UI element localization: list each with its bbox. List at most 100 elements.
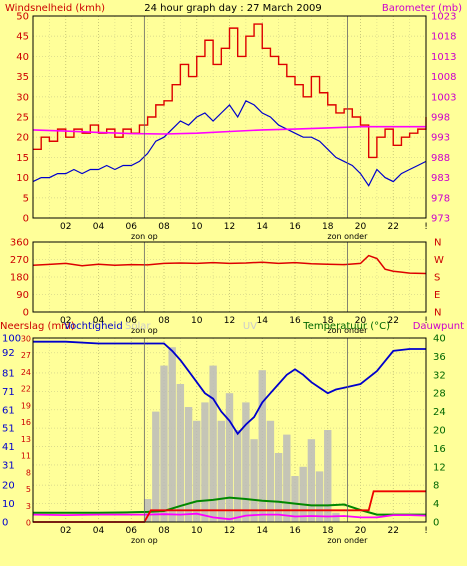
- y-tick-label-left: 51: [2, 424, 15, 435]
- y-tick-label-left: 15: [16, 153, 29, 164]
- wind-direction-panel: 02 04 06 08 10 12 14 16 18 20 22 ! zon op zon onder 0 N…: [10, 238, 444, 336]
- x-tick-label: 16: [289, 316, 301, 326]
- uv-label: UV: [243, 321, 257, 332]
- x-tick-label: 12: [224, 222, 235, 232]
- y-tick-label-left: 5: [23, 193, 29, 204]
- x-tick-label: 14: [257, 316, 269, 326]
- sun-marker-label: zon onder: [327, 232, 368, 241]
- sun-marker-label: zon op: [131, 536, 158, 545]
- y-tick-label-left: 61: [2, 405, 15, 416]
- y-tick-label-right: 1008: [431, 72, 456, 83]
- x-tick-label: 20: [355, 526, 367, 536]
- y-tick-label-left: 0: [2, 518, 8, 529]
- barometer-axis-label: Barometer (mb): [382, 3, 462, 14]
- compass-tick-label: N: [434, 238, 441, 249]
- sun-marker-label: zon op: [131, 326, 158, 335]
- y-tick-label-right: 1003: [431, 92, 456, 103]
- y-tick-label-right: 983: [431, 173, 450, 184]
- x-tick-label: 04: [93, 316, 105, 326]
- x-tick-label: 10: [191, 526, 203, 536]
- x-tick-label: 08: [158, 316, 170, 326]
- y-tick-label-left: 10: [16, 173, 29, 184]
- y-tick-label-left: 31: [2, 460, 15, 471]
- y-tick-label-left: 40: [16, 52, 29, 63]
- x-tick-label: !: [424, 316, 428, 326]
- y-tick-label-right: 4: [433, 499, 439, 510]
- humidity-axes: 02 04 06 08 10 12 14 16 18 20 22 !zon op zon onder01…: [2, 334, 446, 546]
- direction-plot: [32, 254, 427, 275]
- y-tick-label-left: 35: [16, 72, 29, 83]
- solar-bar: [315, 471, 324, 522]
- y-tick-label-right: 0: [433, 518, 439, 529]
- y-tick-label-left: 10: [2, 499, 15, 510]
- solar-bar: [307, 439, 316, 522]
- precip-tick-label: 8: [26, 468, 31, 477]
- y-tick-label-left: 25: [16, 113, 29, 124]
- y-tick-label-right: 28: [433, 389, 446, 400]
- x-tick-label: 22: [388, 316, 399, 326]
- wind-axes: 02 04 06 08 10 12 14 16 18 20 22 ! zon op zon onder 0 5…: [16, 12, 456, 242]
- solar-bar: [274, 453, 283, 522]
- x-tick-label: 06: [126, 222, 138, 232]
- compass-tick-label: E: [434, 290, 440, 301]
- x-tick-label: 18: [322, 222, 334, 232]
- solar-bar: [152, 411, 160, 522]
- y-tick-label-right: 12: [433, 462, 446, 473]
- y-tick-label-right: 8: [433, 481, 439, 492]
- y-tick-label-left: 81: [2, 368, 15, 379]
- x-tick-label: 16: [289, 526, 301, 536]
- solar-bar: [168, 347, 176, 522]
- x-tick-label: 02: [60, 222, 71, 232]
- y-tick-label-right: 20: [433, 426, 446, 437]
- x-tick-label: 14: [257, 222, 269, 232]
- precip-tick-label: 22: [21, 385, 31, 394]
- precip-tick-label: 11: [21, 452, 31, 461]
- solar-bar: [209, 365, 217, 522]
- solar-bar: [332, 512, 340, 522]
- x-tick-label: !: [424, 526, 428, 536]
- y-tick-label-right: 1023: [431, 12, 456, 23]
- precip-tick-label: 13: [21, 435, 31, 444]
- precip-tick-label: 16: [21, 418, 31, 427]
- plot-area: [33, 242, 426, 312]
- x-tick-label: 08: [158, 526, 170, 536]
- x-tick-label: 18: [322, 526, 334, 536]
- y-tick-label-left: 0: [23, 308, 29, 319]
- sun-marker-label: zon op: [131, 232, 158, 241]
- y-tick-label-left: 41: [2, 442, 15, 453]
- y-tick-label-right: 32: [433, 370, 446, 381]
- y-tick-label-right: 40: [433, 334, 446, 345]
- wind-barometer-panel: 02 04 06 08 10 12 14 16 18 20 22 ! zon op zon onder 0 5…: [16, 12, 456, 242]
- x-tick-label: 20: [355, 316, 367, 326]
- dewpoint-series-line: [32, 512, 427, 521]
- precip-tick-label: 27: [21, 351, 31, 360]
- y-tick-label-right: 988: [431, 153, 450, 164]
- humidity-plot: [32, 340, 427, 523]
- wind-axis-label: Windsnelheid (kmh): [5, 3, 105, 14]
- solar-bar: [160, 365, 168, 522]
- y-tick-label-left: 100: [2, 334, 21, 345]
- solar-bar: [291, 476, 299, 522]
- precip-tick-label: 19: [21, 401, 31, 410]
- humidity-temperature-panel: 02 04 06 08 10 12 14 16 18 20 22 !zon op zon onder01…: [2, 334, 446, 546]
- y-tick-label-left: 45: [16, 32, 29, 43]
- wind-plot: [32, 23, 427, 187]
- x-tick-label: 14: [257, 526, 269, 536]
- solar-bar: [266, 420, 275, 522]
- y-tick-label-right: 978: [431, 193, 450, 204]
- precip-tick-label: 30: [21, 335, 31, 344]
- dewpoint-axis-label: Dauwpunt: [413, 321, 464, 332]
- precip-tick-label: 24: [21, 368, 31, 377]
- y-tick-label-right: 993: [431, 133, 450, 144]
- solar-bar: [258, 370, 266, 522]
- y-tick-label-left: 30: [16, 92, 29, 103]
- solar-bar: [201, 402, 209, 522]
- x-tick-label: 04: [93, 526, 105, 536]
- y-tick-label-left: 50: [16, 12, 29, 23]
- y-tick-label-left: 20: [16, 133, 29, 144]
- solar-bar: [176, 384, 185, 522]
- y-tick-label-left: 92: [2, 348, 15, 359]
- y-tick-label-left: 270: [10, 255, 29, 266]
- y-tick-label-right: 1013: [431, 52, 456, 63]
- plot-frame: [32, 337, 427, 523]
